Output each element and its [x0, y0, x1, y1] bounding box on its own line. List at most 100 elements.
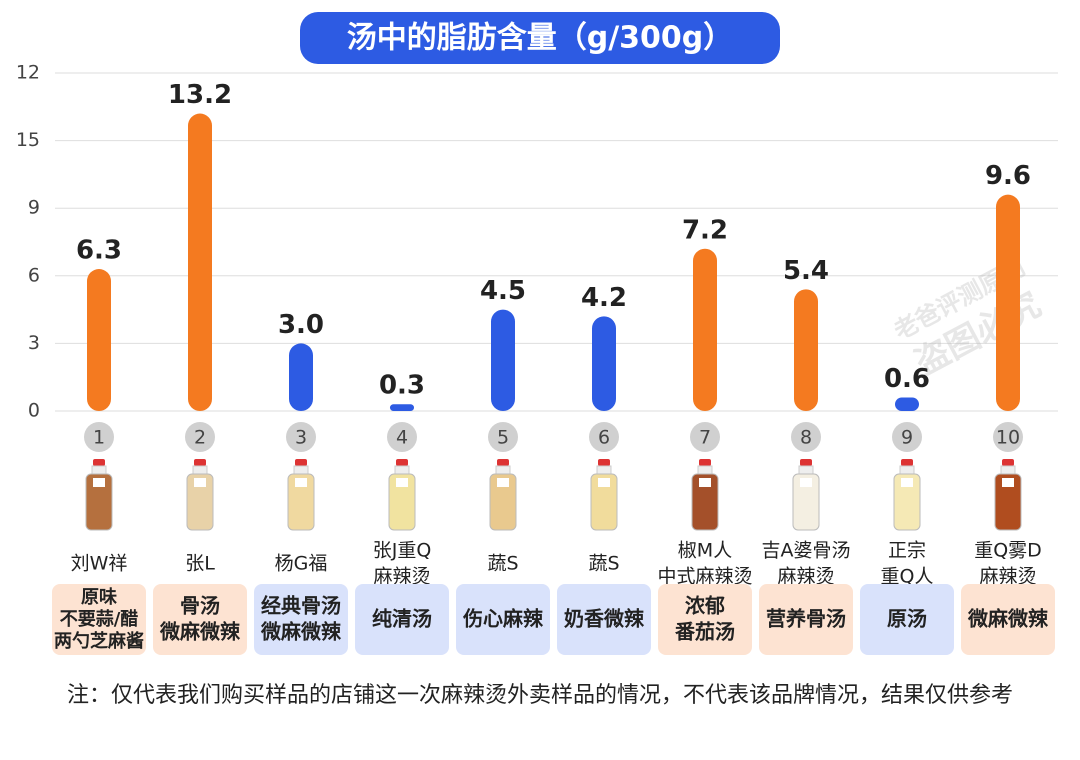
bottle-neck — [798, 465, 814, 475]
id-label: 6 — [598, 427, 610, 449]
x-tick-label: 刘W祥 — [71, 553, 128, 575]
bottle-body — [590, 473, 618, 531]
bottle-body — [287, 473, 315, 531]
tag-box — [557, 584, 651, 655]
tag-box — [658, 584, 752, 655]
bottle-label — [1002, 478, 1014, 487]
x-tick-label: 重Q人 — [881, 566, 934, 588]
bottle-cap — [396, 459, 408, 466]
bar — [491, 309, 515, 411]
bottle-cap — [598, 459, 610, 466]
bottle-label — [699, 478, 711, 487]
value-label: 6.3 — [76, 236, 122, 266]
id-label: 10 — [996, 427, 1020, 449]
value-label: 9.6 — [985, 161, 1031, 191]
y-tick-label: 0 — [28, 400, 40, 422]
value-label: 5.4 — [783, 256, 829, 286]
id-circle — [488, 422, 518, 452]
x-tick-label: 杨G福 — [275, 553, 328, 575]
x-tick-label: 正宗 — [888, 540, 926, 562]
id-label: 4 — [396, 427, 408, 449]
bottle-body — [85, 473, 113, 531]
value-label: 4.5 — [480, 276, 526, 306]
bottle-label — [194, 478, 206, 487]
x-tick-label: 蔬S — [588, 553, 619, 575]
tag-box — [759, 584, 853, 655]
bottle-cap — [1002, 459, 1014, 466]
x-tick-label: 吉A婆骨汤 — [762, 540, 851, 562]
tag-label: 微麻微辣 — [260, 620, 342, 644]
bar — [592, 316, 616, 411]
id-label: 3 — [295, 427, 307, 449]
id-label: 9 — [901, 427, 913, 449]
x-tick-label: 麻辣烫 — [373, 566, 430, 588]
value-label: 3.0 — [278, 310, 324, 340]
tag-label: 原汤 — [887, 607, 927, 631]
value-label: 0.6 — [884, 364, 930, 394]
tag-label: 微麻微辣 — [967, 607, 1049, 631]
tag-label: 番茄汤 — [674, 620, 735, 644]
bar — [390, 404, 414, 411]
bottle-cap — [497, 459, 509, 466]
bottle-body — [489, 473, 517, 531]
bottle-neck — [192, 465, 208, 475]
value-label: 4.2 — [581, 283, 627, 313]
tag-box — [52, 584, 146, 655]
chart-title: 汤中的脂肪含量（g/300g） — [347, 21, 734, 56]
bottle-neck — [1000, 465, 1016, 475]
bottle-label — [800, 478, 812, 487]
id-circle — [993, 422, 1023, 452]
id-label: 2 — [194, 427, 206, 449]
tag-box — [254, 584, 348, 655]
bottle-label — [93, 478, 105, 487]
bottle-cap — [699, 459, 711, 466]
tag-label: 浓郁 — [685, 594, 725, 618]
x-tick-label: 蔬S — [487, 553, 518, 575]
bar — [87, 269, 111, 411]
tag-label: 纯清汤 — [372, 607, 432, 631]
bottle-neck — [495, 465, 511, 475]
x-tick-label: 重Q雾D — [974, 540, 1042, 562]
bar — [895, 397, 919, 411]
bottle-body — [388, 473, 416, 531]
value-label: 13.2 — [168, 80, 232, 110]
y-tick-label: 9 — [28, 197, 40, 219]
id-circle — [185, 422, 215, 452]
bottle-label — [295, 478, 307, 487]
y-tick-label: 12 — [16, 62, 40, 84]
chart: 汤中的脂肪含量（g/300g） 03691512老爸评测原创盗图必究6.31刘W… — [16, 12, 1058, 655]
bottle-neck — [596, 465, 612, 475]
tag-label: 奶香微辣 — [564, 607, 645, 631]
bottle-cap — [295, 459, 307, 466]
id-label: 5 — [497, 427, 509, 449]
tag-label: 骨汤 — [180, 594, 220, 618]
bottle-label — [396, 478, 408, 487]
tag-label: 两勺芝麻酱 — [54, 630, 144, 652]
tag-label: 微麻微辣 — [159, 620, 241, 644]
tag-box — [456, 584, 550, 655]
bottle-neck — [697, 465, 713, 475]
note: 注：仅代表我们购买样品的店铺这一次麻辣烫外卖样品的情况，不代表该品牌情况，结果仅… — [66, 683, 1013, 708]
bottle-neck — [394, 465, 410, 475]
tag-box — [153, 584, 247, 655]
tag-label: 原味 — [81, 587, 117, 608]
tag-box — [860, 584, 954, 655]
y-tick-label: 15 — [16, 129, 40, 151]
y-tick-label: 6 — [28, 264, 40, 286]
id-circle — [589, 422, 619, 452]
title-badge — [300, 12, 780, 64]
id-label: 8 — [800, 427, 812, 449]
value-label: 7.2 — [682, 215, 728, 245]
x-tick-label: 张J重Q — [373, 540, 432, 562]
bar — [693, 248, 717, 411]
bottle-neck — [293, 465, 309, 475]
id-circle — [690, 422, 720, 452]
tag-label: 不要蒜/醋 — [60, 608, 139, 630]
bottle-body — [186, 473, 214, 531]
bar — [996, 194, 1020, 411]
id-circle — [286, 422, 316, 452]
id-circle — [84, 422, 114, 452]
bottle-label — [497, 478, 509, 487]
x-tick-label: 椒M人 — [678, 540, 732, 562]
